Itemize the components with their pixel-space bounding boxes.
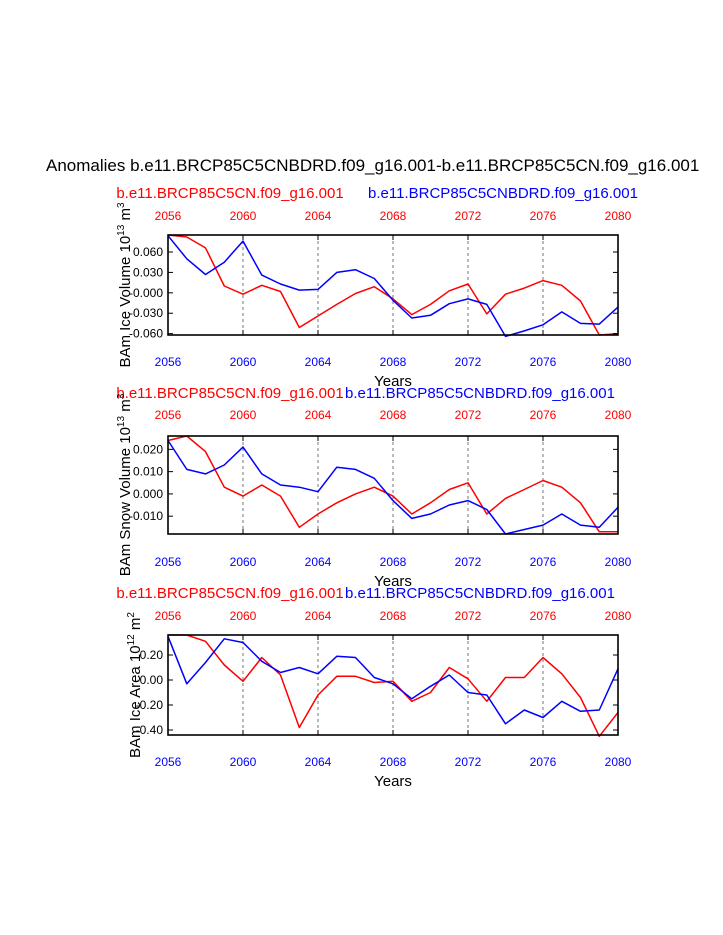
x-tick-label-top: 2056 — [155, 609, 182, 623]
x-tick-label-top: 2068 — [380, 209, 407, 223]
y-tick-label: 0.010 — [133, 465, 163, 479]
x-tick-label-top: 2060 — [230, 408, 257, 422]
x-tick-label-top: 2060 — [230, 609, 257, 623]
y-axis-label-part: m — [127, 618, 144, 635]
y-tick-label: -0.030 — [129, 306, 163, 320]
y-axis-label-part: 2 — [126, 612, 137, 618]
x-tick-label-top: 2072 — [455, 209, 482, 223]
y-axis-label-part: 12 — [126, 634, 137, 646]
y-tick-label: 0.20 — [140, 648, 164, 662]
x-tick-label-top: 2064 — [305, 609, 332, 623]
x-tick-label-bottom: 2064 — [305, 355, 332, 369]
x-tick-label-top: 2080 — [605, 408, 632, 422]
x-tick-label-top: 2068 — [380, 408, 407, 422]
x-tick-label-bottom: 2056 — [155, 355, 182, 369]
y-axis-label-part: BAm Ice Volume 10 — [117, 236, 134, 368]
x-tick-label-bottom: 2068 — [380, 555, 407, 569]
y-axis-label: BAm Ice Area 1012​ m2​ — [126, 612, 144, 758]
x-tick-label-top: 2068 — [380, 609, 407, 623]
x-tick-label-top: 2080 — [605, 209, 632, 223]
series-label-top: b.e11.BRCP85C5CN.f09_g16.001 — [116, 185, 343, 202]
x-axis-label: Years — [374, 773, 412, 790]
x-tick-label-bottom: 2056 — [155, 555, 182, 569]
y-tick-label: -0.010 — [129, 509, 163, 523]
series-label-bottom: b.e11.BRCP85C5CNBDRD.f09_g16.001 — [368, 185, 638, 202]
y-axis-label-part: BAm Ice Area 10 — [127, 645, 144, 758]
x-tick-label-bottom: 2080 — [605, 555, 632, 569]
y-axis-label-part: m — [117, 208, 134, 225]
x-tick-label-bottom: 2068 — [380, 755, 407, 769]
x-tick-label-bottom: 2068 — [380, 355, 407, 369]
y-tick-label: -0.20 — [136, 698, 164, 712]
x-tick-label-top: 2056 — [155, 209, 182, 223]
y-tick-label: 0.060 — [133, 245, 163, 259]
x-tick-label-top: 2076 — [530, 408, 557, 422]
x-tick-label-top: 2056 — [155, 408, 182, 422]
x-tick-label-top: 2064 — [305, 209, 332, 223]
x-tick-label-bottom: 2072 — [455, 755, 482, 769]
x-tick-label-top: 2064 — [305, 408, 332, 422]
x-tick-label-bottom: 2064 — [305, 755, 332, 769]
x-axis-label: Years — [374, 573, 412, 590]
y-tick-label: 0.030 — [133, 265, 163, 279]
x-tick-label-bottom: 2064 — [305, 555, 332, 569]
y-tick-label: -0.000 — [129, 286, 163, 300]
x-tick-label-top: 2080 — [605, 609, 632, 623]
page-title: Anomalies b.e11.BRCP85C5CNBDRD.f09_g16.0… — [46, 156, 700, 175]
series-line-red — [167, 234, 619, 336]
x-tick-label-bottom: 2072 — [455, 355, 482, 369]
x-tick-label-top: 2076 — [530, 609, 557, 623]
series-line-blue — [167, 636, 619, 725]
y-axis-label-part: 3 — [116, 202, 127, 208]
y-axis-label-part: 3 — [116, 393, 127, 399]
x-tick-label-bottom: 2076 — [530, 755, 557, 769]
y-axis-label-part: m — [117, 399, 134, 416]
x-tick-label-bottom: 2072 — [455, 555, 482, 569]
x-axis-label: Years — [374, 373, 412, 390]
series-label-top: b.e11.BRCP85C5CN.f09_g16.001 — [116, 585, 343, 602]
series-line-red — [167, 435, 618, 533]
y-axis-label-part: 13 — [116, 415, 127, 427]
y-tick-label: 0.000 — [133, 487, 163, 501]
y-axis-label-part: BAm Snow Volume 10 — [117, 427, 134, 576]
y-tick-label: 0.020 — [133, 442, 163, 456]
series-line-blue — [167, 440, 619, 535]
y-axis-label: BAm Ice Volume 1013​ m3​ — [116, 202, 134, 368]
x-tick-label-bottom: 2060 — [230, 355, 257, 369]
y-axis-label-part: 13 — [116, 224, 127, 236]
x-tick-label-bottom: 2060 — [230, 555, 257, 569]
x-tick-label-bottom: 2060 — [230, 755, 257, 769]
series-label-bottom: b.e11.BRCP85C5CNBDRD.f09_g16.001 — [345, 385, 615, 402]
x-tick-label-bottom: 2076 — [530, 555, 557, 569]
y-tick-label: 0.00 — [140, 673, 164, 687]
y-tick-label: -0.060 — [129, 327, 163, 341]
y-tick-label: -0.40 — [136, 723, 164, 737]
x-tick-label-bottom: 2056 — [155, 755, 182, 769]
x-tick-label-bottom: 2076 — [530, 355, 557, 369]
series-label-bottom: b.e11.BRCP85C5CNBDRD.f09_g16.001 — [345, 585, 615, 602]
x-tick-label-bottom: 2080 — [605, 755, 632, 769]
y-axis-label: BAm Snow Volume 1013​ m3​ — [116, 393, 134, 576]
series-label-top: b.e11.BRCP85C5CN.f09_g16.001 — [116, 385, 343, 402]
series-line-red — [168, 634, 619, 738]
series-line-blue — [167, 235, 619, 338]
x-tick-label-top: 2076 — [530, 209, 557, 223]
x-tick-label-bottom: 2080 — [605, 355, 632, 369]
x-tick-label-top: 2060 — [230, 209, 257, 223]
x-tick-label-top: 2072 — [455, 408, 482, 422]
x-tick-label-top: 2072 — [455, 609, 482, 623]
